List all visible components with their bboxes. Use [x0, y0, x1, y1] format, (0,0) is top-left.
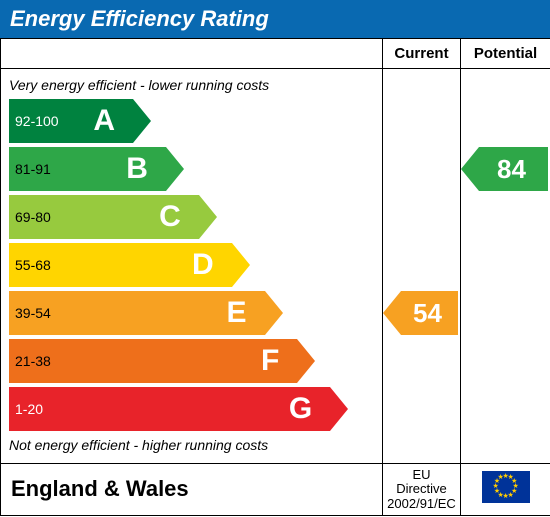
title-bar: Energy Efficiency Rating [0, 0, 550, 38]
chart-row: Very energy efficient - lower running co… [1, 69, 550, 464]
band-row-e: 39-54 E [9, 291, 374, 335]
directive-line1: EU Directive [396, 467, 447, 496]
chart-title: Energy Efficiency Rating [10, 6, 269, 31]
band-bar-g: 1-20 G [9, 387, 330, 431]
band-bar-b: 81-91 B [9, 147, 166, 191]
band-letter-a: A [93, 104, 115, 138]
epc-rating-chart: Energy Efficiency Rating Current Potenti… [0, 0, 550, 517]
band-bar-d: 55-68 D [9, 243, 232, 287]
footer-flag-cell: ★★★★★★★★★★★★ [461, 464, 550, 516]
band-range-f: 21-38 [9, 353, 51, 369]
current-arrow: 54 [383, 291, 458, 335]
header-blank [1, 39, 383, 69]
band-letter-f: F [261, 344, 279, 378]
caption-top: Very energy efficient - lower running co… [9, 77, 374, 93]
band-row-a: 92-100 A [9, 99, 374, 143]
footer-row: England & Wales EU Directive 2002/91/EC … [1, 464, 550, 516]
band-range-b: 81-91 [9, 161, 51, 177]
band-arrow-d [232, 243, 250, 287]
band-bar-c: 69-80 C [9, 195, 199, 239]
band-arrow-g [330, 387, 348, 431]
band-arrow-a [133, 99, 151, 143]
band-letter-e: E [226, 296, 246, 330]
band-arrow-e [265, 291, 283, 335]
caption-bottom: Not energy efficient - higher running co… [9, 437, 374, 453]
potential-cell: 84 [461, 69, 550, 464]
band-range-d: 55-68 [9, 257, 51, 273]
band-range-g: 1-20 [9, 401, 43, 417]
band-bar-e: 39-54 E [9, 291, 265, 335]
band-row-f: 21-38 F [9, 339, 374, 383]
band-row-c: 69-80 C [9, 195, 374, 239]
header-row: Current Potential [1, 39, 550, 69]
rating-table: Current Potential Very energy efficient … [0, 38, 550, 516]
directive-line2: 2002/91/EC [387, 496, 456, 511]
eu-star: ★ [498, 474, 504, 481]
potential-arrow: 84 [461, 147, 548, 191]
band-range-a: 92-100 [9, 113, 59, 129]
footer-directive: EU Directive 2002/91/EC [383, 464, 461, 516]
band-arrow-f [297, 339, 315, 383]
potential-value: 84 [479, 147, 548, 191]
band-range-c: 69-80 [9, 209, 51, 225]
band-bar-a: 92-100 A [9, 99, 133, 143]
band-letter-c: C [159, 200, 181, 234]
current-arrow-tip [383, 291, 401, 335]
band-row-d: 55-68 D [9, 243, 374, 287]
band-range-e: 39-54 [9, 305, 51, 321]
bands-cell: Very energy efficient - lower running co… [1, 69, 383, 464]
header-potential: Potential [461, 39, 550, 69]
band-letter-b: B [126, 152, 148, 186]
band-row-g: 1-20 G [9, 387, 374, 431]
eu-flag-icon: ★★★★★★★★★★★★ [482, 471, 530, 503]
band-arrow-b [166, 147, 184, 191]
band-bar-f: 21-38 F [9, 339, 297, 383]
band-letter-g: G [289, 392, 312, 426]
current-cell: 54 [383, 69, 461, 464]
band-letter-d: D [192, 248, 214, 282]
band-bars: 92-100 A 81-91 B 69-80 C 55-68 D 39-54 E 21-38 F 1-2… [9, 99, 374, 431]
current-value: 54 [401, 291, 458, 335]
band-arrow-c [199, 195, 217, 239]
band-row-b: 81-91 B [9, 147, 374, 191]
footer-region: England & Wales [1, 464, 383, 516]
header-current: Current [383, 39, 461, 69]
potential-arrow-tip [461, 147, 479, 191]
